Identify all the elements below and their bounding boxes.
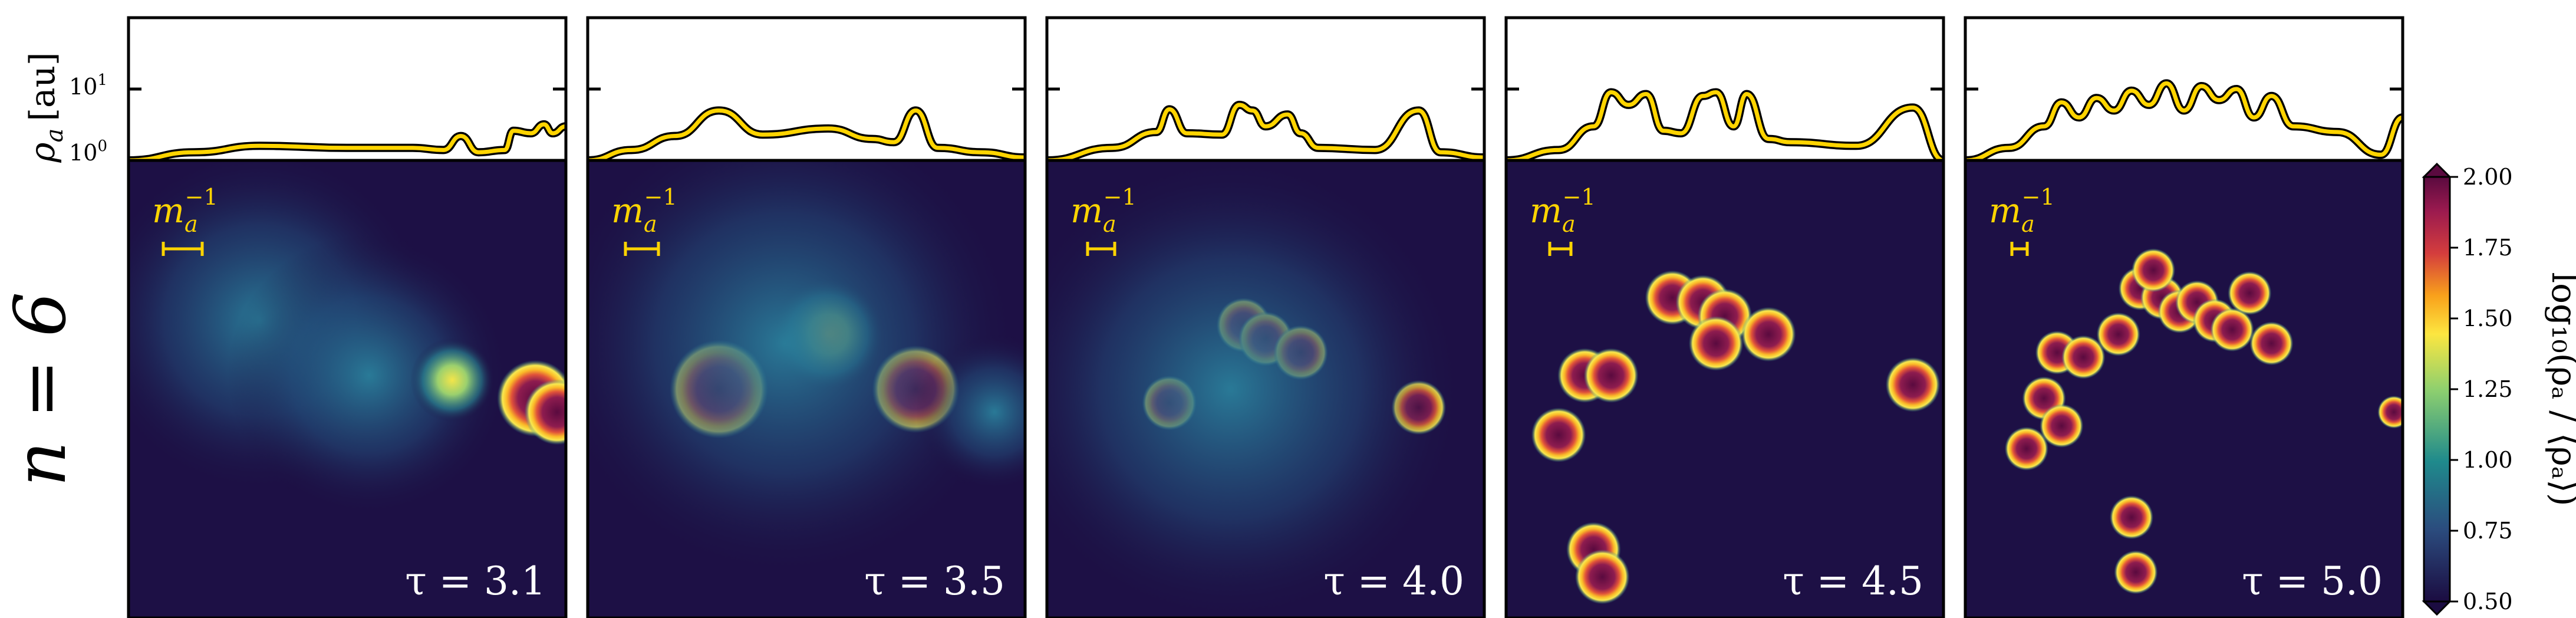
density-blob-0-2 bbox=[410, 338, 495, 422]
density-blob-0-1 bbox=[227, 234, 511, 518]
density-strip-1 bbox=[586, 16, 1027, 165]
scale-label-3: ma−1 bbox=[1530, 184, 1596, 237]
density-line-1 bbox=[587, 108, 1026, 163]
colorbar-extend-bottom bbox=[2422, 600, 2452, 616]
row-label: n = 6 bbox=[0, 292, 82, 486]
density-blob-3-3 bbox=[1688, 316, 1744, 371]
panel-3: ma−1 τ = 4.5 bbox=[1504, 16, 1945, 618]
tau-label-0: τ = 3.1 bbox=[405, 558, 546, 604]
density-strip-4 bbox=[1964, 16, 2404, 165]
colorbar-tick-label-1: 1.75 bbox=[2463, 235, 2513, 261]
colorbar-bar bbox=[2423, 176, 2451, 603]
heatmap-frame-1 bbox=[586, 159, 1027, 618]
density-line-3 bbox=[1506, 90, 1944, 163]
heatmap-2 bbox=[1047, 160, 1484, 618]
density-blob-1-4 bbox=[915, 333, 1025, 491]
density-blob-0-4 bbox=[524, 379, 566, 445]
density-blob-4-9 bbox=[2061, 335, 2106, 379]
panel-0: ma−1 τ = 3.1 bbox=[127, 16, 568, 618]
density-strip-bg bbox=[129, 18, 566, 160]
density-blob-1-3 bbox=[588, 160, 1021, 580]
density-blob-4-6 bbox=[2131, 248, 2176, 292]
panel-1: ma−1 τ = 3.5 bbox=[586, 16, 1027, 618]
panel-4: ma−1 τ = 5.0 bbox=[1964, 16, 2404, 618]
density-line-4 bbox=[1965, 81, 2404, 163]
density-blob-4-17 bbox=[2377, 395, 2403, 429]
heatmap-frame-0 bbox=[127, 159, 568, 618]
colorbar: 2.00 1.75 1.50 1.25 1.00 0.75 0.50 log₁₀(ρₐ / … bbox=[2422, 162, 2576, 616]
scale-label-4: ma−1 bbox=[1989, 184, 2055, 237]
density-blob-4-16 bbox=[2228, 271, 2272, 315]
tau-label-3: τ = 4.5 bbox=[1783, 558, 1923, 604]
top-tick-label-0: 100 bbox=[69, 137, 107, 166]
density-line-0 bbox=[128, 122, 566, 163]
density-blob-4-7 bbox=[2096, 312, 2140, 356]
colorbar-tick-label-3: 1.25 bbox=[2463, 376, 2513, 402]
density-blob-3-10 bbox=[1885, 357, 1941, 412]
tau-label-2: τ = 4.0 bbox=[1323, 558, 1464, 604]
density-strip-0 bbox=[127, 16, 568, 165]
scale-label-1: ma−1 bbox=[611, 184, 677, 237]
density-strip-bg bbox=[1047, 18, 1484, 160]
heatmap-frame-4 bbox=[1964, 159, 2404, 618]
density-blob-4-13 bbox=[2249, 321, 2294, 366]
density-blob-4-12 bbox=[2004, 426, 2048, 471]
density-blob-4-14 bbox=[2109, 495, 2154, 540]
density-blob-3-7 bbox=[1531, 407, 1586, 462]
density-blob-3-9 bbox=[1574, 549, 1630, 604]
colorbar-extend-top bbox=[2422, 162, 2452, 178]
scale-label-2: ma−1 bbox=[1070, 184, 1137, 237]
colorbar-tick-label-2: 1.50 bbox=[2463, 305, 2513, 331]
tau-label-1: τ = 3.5 bbox=[864, 558, 1005, 604]
heatmap-frame-2 bbox=[1045, 159, 1486, 618]
colorbar-tick-label-6: 0.50 bbox=[2463, 589, 2513, 614]
density-blob-3-4 bbox=[1741, 307, 1796, 362]
colorbar-label: log₁₀(ρₐ / ⟨ρₐ⟩) bbox=[2544, 272, 2576, 507]
density-blob-4-5 bbox=[2210, 308, 2254, 352]
density-blob-2-5 bbox=[1047, 160, 1467, 618]
heatmap-1 bbox=[588, 160, 1025, 618]
heatmap-frame-3 bbox=[1504, 159, 1945, 618]
tau-label-4: τ = 5.0 bbox=[2242, 558, 2383, 604]
heatmap-0 bbox=[129, 160, 566, 618]
colorbar-tick-label-4: 1.00 bbox=[2463, 447, 2513, 473]
density-strip-3 bbox=[1504, 16, 1945, 165]
density-strip-2 bbox=[1045, 16, 1486, 165]
density-line-2 bbox=[1046, 103, 1485, 163]
colorbar-tick-label-5: 0.75 bbox=[2463, 518, 2513, 544]
top-ylabel: ρa[au] bbox=[22, 52, 68, 163]
colorbar-tick-label-0: 2.00 bbox=[2463, 164, 2513, 190]
heatmap-3 bbox=[1506, 160, 1943, 618]
heatmap-4 bbox=[1965, 160, 2403, 618]
density-blob-3-6 bbox=[1583, 348, 1639, 403]
scale-label-0: ma−1 bbox=[152, 184, 218, 237]
density-blob-4-15 bbox=[2114, 550, 2158, 594]
density-strip-bg bbox=[1965, 18, 2403, 160]
panel-2: ma−1 τ = 4.0 bbox=[1045, 16, 1486, 618]
density-blob-4-11 bbox=[2040, 403, 2084, 448]
